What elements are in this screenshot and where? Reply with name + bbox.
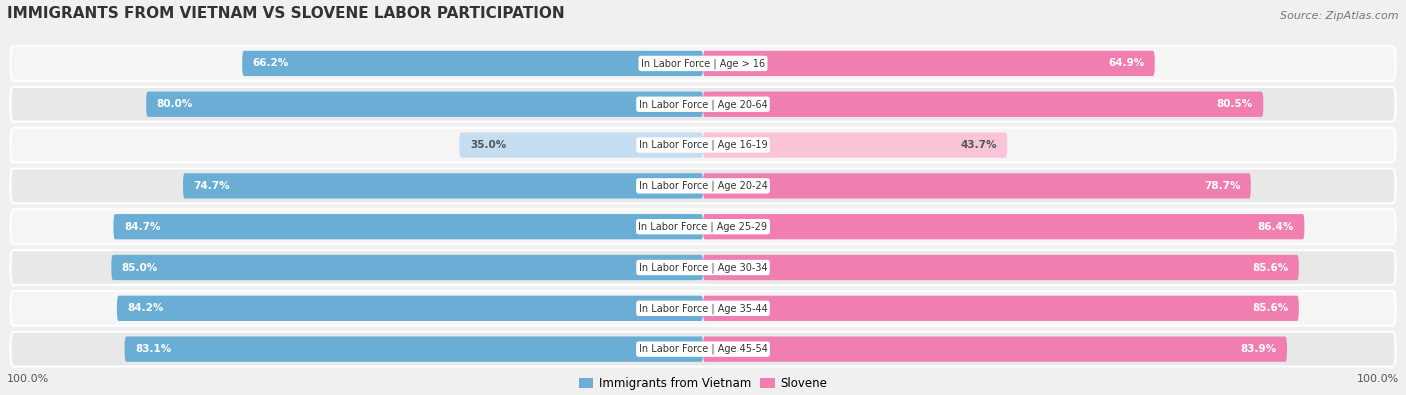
FancyBboxPatch shape: [10, 209, 1396, 244]
Text: 80.0%: 80.0%: [156, 99, 193, 109]
Text: Source: ZipAtlas.com: Source: ZipAtlas.com: [1281, 11, 1399, 21]
FancyBboxPatch shape: [183, 173, 703, 199]
FancyBboxPatch shape: [703, 255, 1299, 280]
Text: In Labor Force | Age 20-64: In Labor Force | Age 20-64: [638, 99, 768, 109]
FancyBboxPatch shape: [114, 214, 703, 239]
Text: 64.9%: 64.9%: [1108, 58, 1144, 68]
Text: In Labor Force | Age 16-19: In Labor Force | Age 16-19: [638, 140, 768, 150]
Text: 85.6%: 85.6%: [1253, 303, 1288, 313]
Text: 84.7%: 84.7%: [124, 222, 160, 232]
Text: 78.7%: 78.7%: [1204, 181, 1240, 191]
FancyBboxPatch shape: [703, 337, 1286, 362]
Legend: Immigrants from Vietnam, Slovene: Immigrants from Vietnam, Slovene: [579, 377, 827, 390]
FancyBboxPatch shape: [10, 87, 1396, 122]
Text: 35.0%: 35.0%: [470, 140, 506, 150]
FancyBboxPatch shape: [10, 332, 1396, 367]
Text: IMMIGRANTS FROM VIETNAM VS SLOVENE LABOR PARTICIPATION: IMMIGRANTS FROM VIETNAM VS SLOVENE LABOR…: [7, 6, 565, 21]
Text: In Labor Force | Age 20-24: In Labor Force | Age 20-24: [638, 181, 768, 191]
FancyBboxPatch shape: [703, 296, 1299, 321]
FancyBboxPatch shape: [460, 132, 703, 158]
Text: 66.2%: 66.2%: [253, 58, 288, 68]
Text: 43.7%: 43.7%: [960, 140, 997, 150]
Text: In Labor Force | Age 45-54: In Labor Force | Age 45-54: [638, 344, 768, 354]
Text: 83.9%: 83.9%: [1240, 344, 1277, 354]
Text: 85.0%: 85.0%: [122, 263, 157, 273]
FancyBboxPatch shape: [703, 132, 1007, 158]
FancyBboxPatch shape: [703, 92, 1264, 117]
Text: 80.5%: 80.5%: [1216, 99, 1253, 109]
FancyBboxPatch shape: [10, 46, 1396, 81]
FancyBboxPatch shape: [10, 291, 1396, 325]
FancyBboxPatch shape: [10, 128, 1396, 162]
FancyBboxPatch shape: [10, 250, 1396, 285]
Text: In Labor Force | Age 25-29: In Labor Force | Age 25-29: [638, 222, 768, 232]
Text: 85.6%: 85.6%: [1253, 263, 1288, 273]
Text: 84.2%: 84.2%: [128, 303, 163, 313]
Text: 100.0%: 100.0%: [1357, 374, 1399, 384]
FancyBboxPatch shape: [117, 296, 703, 321]
FancyBboxPatch shape: [703, 51, 1154, 76]
FancyBboxPatch shape: [10, 169, 1396, 203]
FancyBboxPatch shape: [703, 173, 1251, 199]
FancyBboxPatch shape: [125, 337, 703, 362]
FancyBboxPatch shape: [703, 214, 1305, 239]
FancyBboxPatch shape: [146, 92, 703, 117]
Text: 86.4%: 86.4%: [1257, 222, 1294, 232]
Text: 100.0%: 100.0%: [7, 374, 49, 384]
FancyBboxPatch shape: [242, 51, 703, 76]
Text: In Labor Force | Age 30-34: In Labor Force | Age 30-34: [638, 262, 768, 273]
Text: 74.7%: 74.7%: [194, 181, 231, 191]
FancyBboxPatch shape: [111, 255, 703, 280]
Text: In Labor Force | Age > 16: In Labor Force | Age > 16: [641, 58, 765, 69]
Text: 83.1%: 83.1%: [135, 344, 172, 354]
Text: In Labor Force | Age 35-44: In Labor Force | Age 35-44: [638, 303, 768, 314]
